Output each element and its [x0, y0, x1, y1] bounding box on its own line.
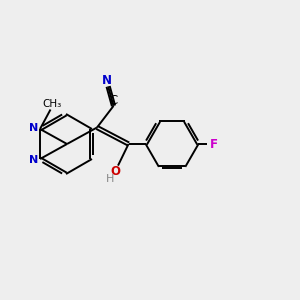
- Text: O: O: [110, 165, 120, 178]
- Text: C: C: [110, 94, 118, 107]
- Text: N: N: [29, 123, 38, 134]
- Text: N: N: [102, 74, 112, 87]
- Text: H: H: [105, 174, 114, 184]
- Text: N: N: [29, 154, 38, 165]
- Text: CH₃: CH₃: [42, 99, 62, 109]
- Text: F: F: [210, 137, 218, 151]
